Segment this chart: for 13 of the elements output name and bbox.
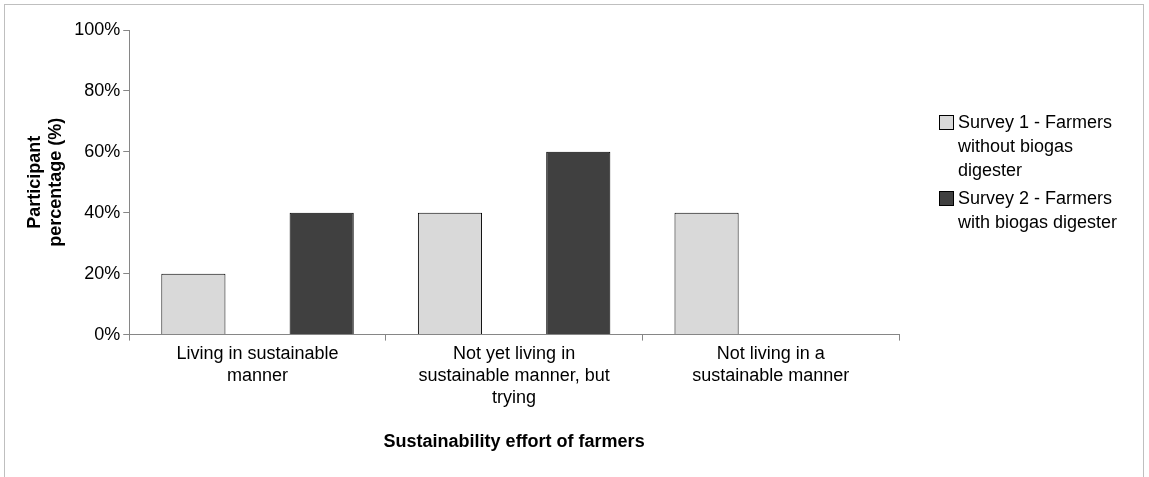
legend-label: Survey 1 - Farmers without biogas digester (958, 111, 1114, 182)
y-tick-label: 20% (84, 262, 121, 283)
x-tick-label: Not living in a sustainable manner (692, 343, 850, 385)
x-axis-title: Sustainability effort of farmers (383, 431, 645, 452)
x-tick-label: Living in sustainable manner (176, 343, 339, 385)
y-tick-label: 0% (94, 323, 121, 344)
y-tick-label: 80% (84, 79, 121, 100)
y-tick-label: 60% (84, 140, 121, 161)
y-tick-label: 40% (84, 201, 121, 222)
legend-label: Survey 2 - Farmers with biogas digester (958, 187, 1119, 234)
y-tick-label: 100% (74, 18, 121, 39)
y-axis-title: Participant percentage (%) (23, 117, 66, 247)
x-tick-label: Not yet living in sustainable manner, but trying (418, 343, 610, 407)
